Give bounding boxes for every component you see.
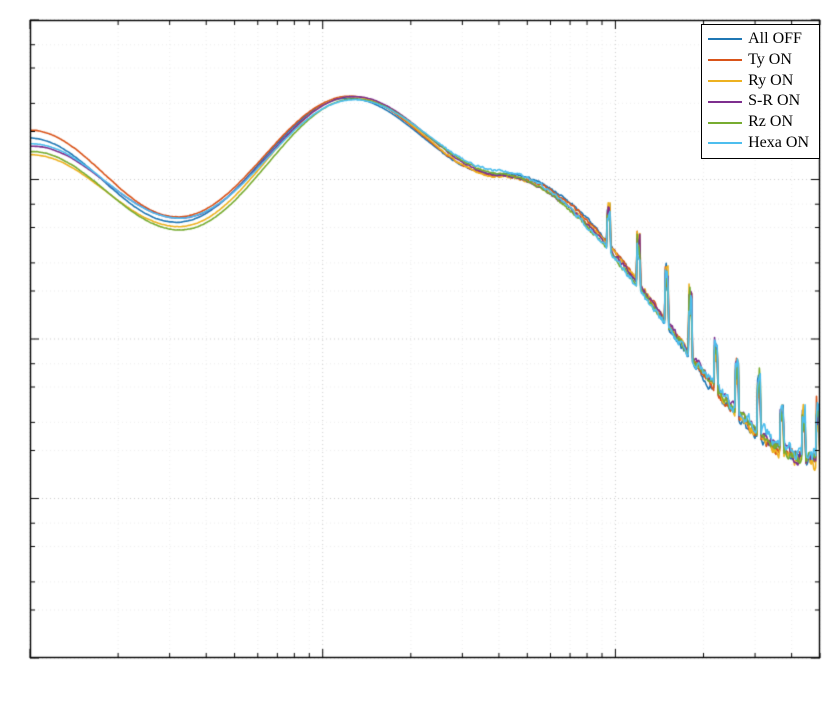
legend-item: All OFF — [708, 29, 809, 50]
legend-swatch — [708, 142, 742, 144]
legend-label: Ry ON — [748, 71, 793, 92]
legend-item: Hexa ON — [708, 133, 809, 154]
chart-container: All OFFTy ONRy ONS-R ONRz ONHexa ON — [0, 0, 834, 713]
legend-label: All OFF — [748, 29, 802, 50]
legend-label: Hexa ON — [748, 133, 809, 154]
legend-label: S-R ON — [748, 91, 800, 112]
legend-item: Ty ON — [708, 50, 809, 71]
legend-label: Ty ON — [748, 50, 792, 71]
legend-swatch — [708, 38, 742, 40]
legend-swatch — [708, 122, 742, 124]
legend-item: S-R ON — [708, 91, 809, 112]
legend-swatch — [708, 59, 742, 61]
legend-label: Rz ON — [748, 112, 793, 133]
legend-swatch — [708, 101, 742, 103]
legend-item: Rz ON — [708, 112, 809, 133]
legend-item: Ry ON — [708, 71, 809, 92]
legend-swatch — [708, 80, 742, 82]
legend-box: All OFFTy ONRy ONS-R ONRz ONHexa ON — [701, 24, 820, 159]
